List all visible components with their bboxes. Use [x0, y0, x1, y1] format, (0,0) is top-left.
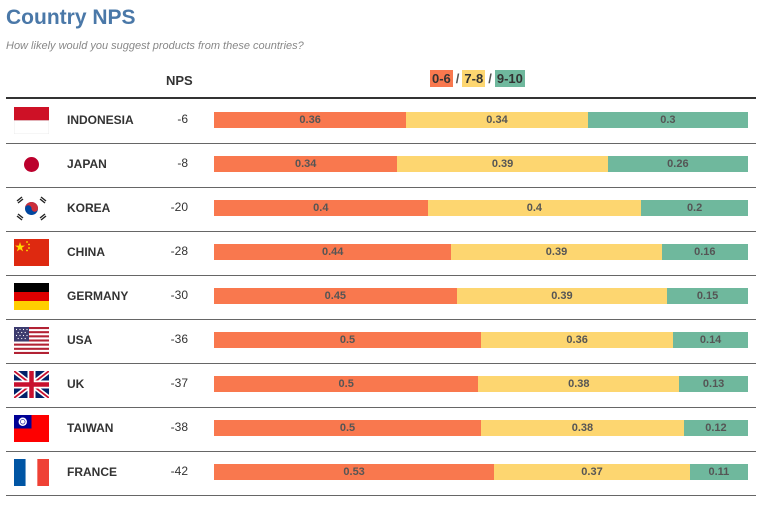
table-row: UK -37 0.5 0.38 0.13 [6, 363, 756, 408]
legend-separator: / [455, 71, 460, 86]
country-label: JAPAN [67, 157, 107, 171]
legend-item-passives: 7-8 [462, 70, 486, 87]
germany-flag-icon [14, 283, 49, 310]
table-row: KOREA -20 0.4 0.4 0.2 [6, 187, 756, 232]
legend-separator: / [488, 71, 492, 86]
table-row: TAIWAN -38 0.5 0.38 0.12 [6, 407, 756, 452]
bar-segment-9-10: 0.3 [587, 112, 748, 128]
bar-segment-0-6: 0.53 [214, 464, 495, 480]
uk-flag-icon [14, 371, 49, 398]
indonesia-flag-icon [14, 107, 49, 134]
bar-segment-0-6: 0.34 [214, 156, 398, 172]
table-row: FRANCE -42 0.53 0.37 0.11 [6, 451, 756, 496]
chart-title: Country NPS [6, 6, 136, 29]
stacked-bar: 0.44 0.39 0.16 [214, 244, 748, 260]
bar-segment-0-6: 0.5 [214, 376, 479, 392]
bar-segment-7-8: 0.38 [481, 420, 684, 436]
bar-segment-9-10: 0.12 [683, 420, 748, 436]
bar-segment-0-6: 0.36 [214, 112, 407, 128]
stacked-bar: 0.4 0.4 0.2 [214, 200, 748, 216]
france-flag-icon [14, 459, 49, 486]
table-row: USA -36 0.5 0.36 0.14 [6, 319, 756, 364]
bar-segment-7-8: 0.36 [481, 332, 674, 348]
bar-segment-7-8: 0.38 [478, 376, 680, 392]
nps-value: -42 [170, 464, 188, 478]
table-row: INDONESIA -6 0.36 0.34 0.3 [6, 99, 756, 144]
japan-flag-icon [14, 151, 49, 178]
bar-segment-9-10: 0.2 [641, 200, 748, 216]
nps-value: -30 [170, 288, 188, 302]
bar-segment-7-8: 0.37 [494, 464, 690, 480]
nps-value: -28 [170, 244, 188, 258]
bar-segment-9-10: 0.15 [667, 288, 748, 304]
bar-segment-0-6: 0.45 [214, 288, 457, 304]
bar-segment-7-8: 0.4 [427, 200, 642, 216]
bar-segment-7-8: 0.39 [456, 288, 668, 304]
country-label: INDONESIA [67, 113, 134, 127]
bar-segment-9-10: 0.14 [673, 332, 748, 348]
country-label: GERMANY [67, 289, 129, 303]
bar-segment-7-8: 0.34 [406, 112, 588, 128]
bar-segment-7-8: 0.39 [397, 156, 608, 172]
nps-value: -37 [170, 376, 188, 390]
bar-segment-9-10: 0.16 [661, 244, 748, 260]
country-label: TAIWAN [67, 421, 114, 435]
bar-segment-0-6: 0.4 [214, 200, 428, 216]
chart-subtitle: How likely would you suggest products fr… [6, 40, 304, 52]
usa-flag-icon [14, 327, 49, 354]
nps-value: -8 [177, 156, 188, 170]
bar-segment-7-8: 0.39 [451, 244, 662, 260]
nps-value: -6 [177, 112, 188, 126]
legend-item-promoters: 9-10 [494, 70, 525, 87]
bar-segment-9-10: 0.13 [679, 376, 748, 392]
taiwan-flag-icon [14, 415, 49, 442]
country-label: UK [67, 377, 85, 391]
legend-item-detractors: 0-6 [430, 70, 453, 87]
bar-segment-9-10: 0.26 [607, 156, 748, 172]
bar-segment-0-6: 0.5 [214, 420, 481, 436]
nps-value: -38 [170, 420, 188, 434]
nps-value: -20 [170, 200, 188, 214]
stacked-bar: 0.36 0.34 0.3 [214, 112, 748, 128]
bar-segment-9-10: 0.11 [689, 464, 748, 480]
stacked-bar: 0.53 0.37 0.11 [214, 464, 748, 480]
country-label: FRANCE [67, 465, 117, 479]
table-row: GERMANY -30 0.45 0.39 0.15 [6, 275, 756, 320]
stacked-bar: 0.34 0.39 0.26 [214, 156, 748, 172]
bar-segment-0-6: 0.44 [214, 244, 452, 260]
country-label: CHINA [67, 245, 105, 259]
stacked-bar: 0.5 0.38 0.13 [214, 376, 748, 392]
stacked-bar: 0.45 0.39 0.15 [214, 288, 748, 304]
country-label: KOREA [67, 201, 111, 215]
stacked-bar: 0.5 0.36 0.14 [214, 332, 748, 348]
nps-column-header: NPS [166, 73, 193, 88]
nps-value: -36 [170, 332, 188, 346]
table-row: CHINA -28 0.44 0.39 0.16 [6, 231, 756, 276]
bar-segment-0-6: 0.5 [214, 332, 481, 348]
legend: 0-6 / 7-8 / 9-10 [430, 70, 525, 87]
stacked-bar: 0.5 0.38 0.12 [214, 420, 748, 436]
korea-flag-icon [14, 195, 49, 222]
table-row: JAPAN -8 0.34 0.39 0.26 [6, 143, 756, 188]
country-label: USA [67, 333, 93, 347]
china-flag-icon [14, 239, 49, 266]
header-rule [6, 97, 756, 99]
